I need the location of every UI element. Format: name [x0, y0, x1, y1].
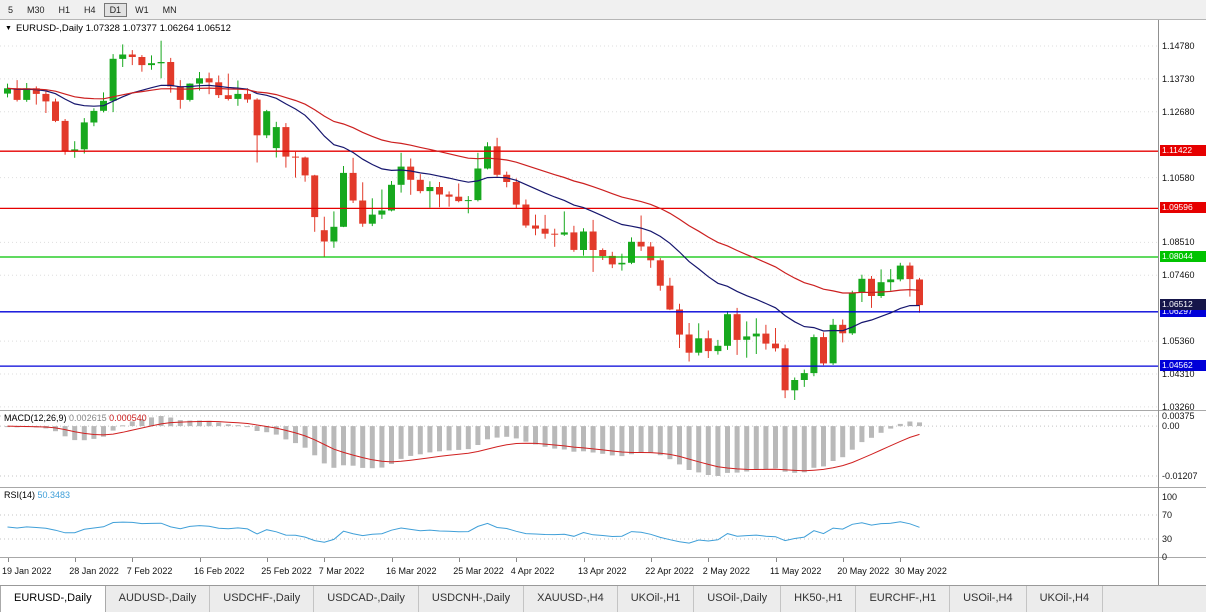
time-axis-tick [391, 558, 393, 562]
macd-indicator-label: MACD(12,26,9) 0.002615 0.000540 [4, 413, 147, 423]
macd-axis-label: -0.01207 [1162, 471, 1198, 481]
time-axis-tick [199, 558, 201, 562]
rsi-name: RSI(14) [4, 490, 36, 500]
chart-tab-usoil-daily[interactable]: USOil-,Daily [694, 586, 782, 612]
time-axis-tick [324, 558, 326, 562]
chart-tab-usdchf-daily[interactable]: USDCHF-,Daily [210, 586, 315, 612]
time-axis-tick [132, 558, 134, 562]
price-axis-label: 1.07460 [1162, 270, 1195, 281]
price-axis-label: 1.03260 [1162, 401, 1195, 412]
timeframe-button-m30[interactable]: M30 [27, 4, 45, 15]
time-axis-label: 25 Mar 2022 [453, 566, 504, 576]
price-level-badge: 1.06297 [1160, 305, 1206, 317]
chart-tab-usdcad-daily[interactable]: USDCAD-,Daily [314, 586, 419, 612]
price-axis-label: 1.12680 [1162, 106, 1195, 117]
price-level-badge: 1.04562 [1160, 360, 1206, 372]
time-axis-label: 22 Apr 2022 [645, 566, 694, 576]
time-axis-label: 19 Jan 2022 [2, 566, 52, 576]
rsi-axis-label: 100 [1162, 492, 1178, 502]
price-axis-column[interactable]: 1.14780 1.13730 1.12680 1.10580 1.08510 1.074… [1160, 20, 1206, 585]
time-axis-label: 20 May 2022 [837, 566, 890, 576]
chart-tab-usoil-h4[interactable]: USOil-,H4 [950, 586, 1027, 612]
macd-axis-label: 0.00 [1162, 421, 1180, 432]
chart-tab-hk50-h1[interactable]: HK50-,H1 [781, 586, 857, 612]
time-axis-tick [650, 558, 652, 562]
rsi-axis-label: 70 [1162, 510, 1173, 520]
price-axis-label: 1.10580 [1162, 172, 1195, 183]
time-axis-tick [7, 558, 9, 562]
time-axis-tick [900, 558, 902, 562]
timeframe-button-h1[interactable]: H1 [58, 4, 71, 15]
time-axis-label: 30 May 2022 [894, 566, 947, 576]
candlestick-chart[interactable] [0, 20, 1158, 410]
chart-tab-audusd-daily[interactable]: AUDUSD-,Daily [106, 586, 211, 612]
macd-name: MACD(12,26,9) [4, 413, 67, 423]
rsi-axis-label: 30 [1162, 534, 1173, 544]
symbol-ohlc-text: EURUSD-,Daily 1.07328 1.07377 1.06264 1.… [15, 23, 231, 34]
rsi-chart[interactable] [0, 488, 1158, 557]
chart-area: ▼ EURUSD-,Daily 1.07328 1.07377 1.06264 … [0, 20, 1206, 585]
timeframe-button-5[interactable]: 5 [8, 4, 14, 15]
time-axis-label: 25 Feb 2022 [261, 566, 312, 576]
time-axis-label: 16 Mar 2022 [386, 566, 437, 576]
rsi-panel[interactable]: RSI(14) 50.3483 [0, 487, 1206, 557]
timeframe-toolbar: 5 M30 H1 H4 D1 W1 MN [0, 0, 1206, 20]
macd-axis-label: 0.00375 [1162, 411, 1195, 421]
chart-tab-xauusd-h4[interactable]: XAUUSD-,H4 [524, 586, 618, 612]
time-axis-label: 2 May 2022 [702, 566, 750, 576]
chart-tab-eurusd-daily[interactable]: EURUSD-,Daily [0, 586, 106, 612]
timeframe-button-mn[interactable]: MN [162, 4, 177, 15]
price-level-badge: 1.09596 [1160, 202, 1206, 214]
time-axis-tick [74, 558, 76, 562]
time-axis-label: 11 May 2022 [770, 566, 822, 576]
time-axis-label: 28 Jan 2022 [69, 566, 119, 576]
time-axis-label: 4 Apr 2022 [510, 566, 555, 576]
time-axis-tick [266, 558, 268, 562]
price-axis-border [1158, 20, 1159, 585]
time-axis-strip[interactable]: 19 Jan 2022 28 Jan 2022 7 Feb 2022 16 Feb 2… [0, 557, 1206, 585]
time-axis-tick [708, 558, 710, 562]
rsi-value: 50.3483 [37, 490, 71, 500]
price-axis-label: 1.08510 [1162, 237, 1195, 248]
chart-tab-usdcnh-daily[interactable]: USDCNH-,Daily [419, 586, 525, 612]
time-axis: 19 Jan 2022 28 Jan 2022 7 Feb 2022 16 Feb 2… [0, 558, 1158, 586]
price-chart-panel[interactable]: ▼ EURUSD-,Daily 1.07328 1.07377 1.06264 … [0, 20, 1206, 410]
chart-symbol-title: ▼ EURUSD-,Daily 1.07328 1.07377 1.06264 … [5, 23, 231, 34]
timeframe-button-d1[interactable]: D1 [103, 2, 128, 17]
price-axis-label: 1.14780 [1162, 41, 1195, 51]
macd-signal-value: 0.000540 [109, 413, 147, 423]
chart-tab-eurchf-h1[interactable]: EURCHF-,H1 [856, 586, 951, 612]
time-axis-tick [583, 558, 585, 562]
rsi-indicator-label: RSI(14) 50.3483 [4, 490, 70, 500]
current-price-badge: 1.06512 [1160, 299, 1206, 311]
price-axis-label: 1.13730 [1162, 73, 1195, 84]
time-axis-tick [458, 558, 460, 562]
chart-tab-ukoil-h1[interactable]: UKOil-,H1 [618, 586, 695, 612]
macd-main-value: 0.002615 [69, 413, 107, 423]
symbol-dropdown-icon[interactable]: ▼ [5, 25, 12, 32]
price-axis-label: 1.05360 [1162, 336, 1195, 347]
chart-tabs-bar: EURUSD-,Daily AUDUSD-,Daily USDCHF-,Daily U… [0, 585, 1206, 612]
macd-chart[interactable] [0, 411, 1158, 487]
time-axis-label: 16 Feb 2022 [194, 566, 245, 576]
price-axis-label: 1.04310 [1162, 369, 1195, 380]
chart-tab-ukoil-h4[interactable]: UKOil-,H4 [1027, 586, 1104, 612]
timeframe-button-w1[interactable]: W1 [135, 4, 149, 15]
time-axis-tick [516, 558, 518, 562]
price-level-badge: 1.08044 [1160, 251, 1206, 263]
time-axis-label: 7 Mar 2022 [318, 566, 365, 576]
time-axis-label: 7 Feb 2022 [126, 566, 173, 576]
rsi-axis-label: 0 [1162, 552, 1168, 562]
time-axis-tick [775, 558, 777, 562]
price-level-badge: 1.11422 [1160, 145, 1206, 157]
macd-panel[interactable]: MACD(12,26,9) 0.002615 0.000540 [0, 410, 1206, 487]
time-axis-label: 13 Apr 2022 [578, 566, 627, 576]
timeframe-button-h4[interactable]: H4 [84, 4, 96, 15]
time-axis-tick [842, 558, 844, 562]
